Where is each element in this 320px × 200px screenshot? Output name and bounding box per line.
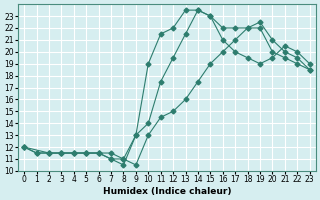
X-axis label: Humidex (Indice chaleur): Humidex (Indice chaleur) (103, 187, 231, 196)
